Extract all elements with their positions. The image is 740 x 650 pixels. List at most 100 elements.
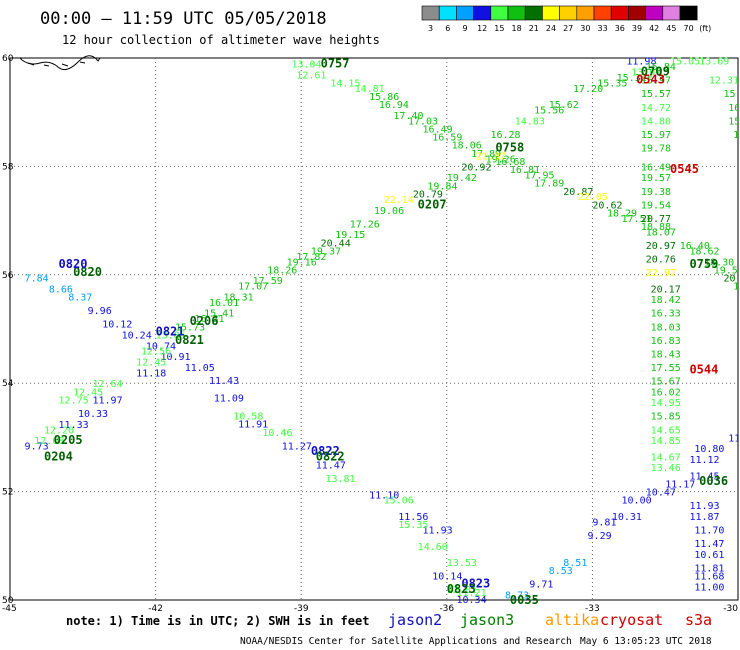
- y-tick-label: 60: [2, 54, 14, 64]
- mission-legend: jason2 jason3 altika cryosat s3a: [388, 611, 712, 629]
- wave-height-label: 10.00: [622, 496, 652, 507]
- wave-height-label: 17.82: [296, 252, 326, 263]
- wave-height-label: 15.35: [398, 520, 428, 531]
- wave-height-label: 15.05: [670, 57, 700, 68]
- chart-title: 00:00 — 11:59 UTC 05/05/2018: [40, 9, 327, 29]
- legend-swatch: [524, 5, 543, 21]
- y-tick-label: 54: [2, 379, 14, 389]
- wave-height-label: 8.66: [49, 284, 73, 295]
- wave-height-label: 19.42: [447, 173, 477, 184]
- wave-height-label: 16.83: [651, 336, 681, 347]
- legend-bin-label: 30: [580, 24, 590, 33]
- wave-height-label: 17.59: [253, 276, 283, 287]
- legend-bin-label: 18: [512, 24, 522, 33]
- legend-bin-label: 70: [684, 24, 694, 33]
- wave-height-label: 8.53: [549, 566, 573, 577]
- wave-height-label: 15.35: [597, 78, 627, 89]
- data-labels: 7.848.668.379.9610.1210.2410.7410.9111.0…: [25, 56, 740, 607]
- wave-height-label: 10.31: [612, 512, 642, 523]
- wave-height-label: 14.65: [651, 425, 681, 436]
- wave-height-label: 16.38: [733, 282, 740, 293]
- wave-height-label: 11.00: [694, 582, 724, 593]
- legend-bin-label: 27: [563, 24, 573, 33]
- wave-height-label: 19.15: [335, 230, 365, 241]
- wave-height-label: 11.93: [689, 501, 719, 512]
- wave-height-label: 13.69: [699, 57, 729, 68]
- pass-time-label: 0823: [461, 577, 490, 591]
- wave-height-label: 10.61: [694, 550, 724, 561]
- wave-height-label: 11.12: [689, 455, 719, 466]
- wave-height-label: 11.05: [185, 363, 215, 374]
- x-tick-label: -30: [723, 604, 738, 614]
- wave-height-label: 15.62: [549, 100, 579, 111]
- pass-time-label: 0035: [510, 593, 539, 607]
- wave-height-label: 20.92: [461, 162, 491, 173]
- wave-height-label: 19.57: [641, 173, 671, 184]
- mission-label-jason3: jason3: [460, 611, 514, 629]
- axis-tick-labels: -45 -42 -39 -36 -33 -30 50 52 54 56 58 60: [2, 54, 738, 614]
- wave-height-label: 11.98: [626, 57, 656, 68]
- wave-height-label: 10.58: [233, 412, 263, 423]
- wave-height-label: 10.24: [122, 330, 152, 341]
- wave-height-label: 20.79: [413, 190, 443, 201]
- pass-time-label: 0821: [156, 325, 185, 339]
- wave-height-label: 11.97: [93, 395, 123, 406]
- wave-height-label: 20.77: [641, 214, 671, 225]
- pass-time-label: 0823: [447, 582, 476, 596]
- wave-height-label: 11.68: [694, 572, 724, 583]
- wave-height-label: 10.74: [146, 341, 176, 352]
- wave-height-label: 10.46: [262, 428, 292, 439]
- wave-height-label: 11.91: [238, 419, 268, 430]
- wave-height-label: 18.43: [651, 349, 681, 360]
- wave-height-label: 17.03: [408, 116, 438, 127]
- pass-time-label: 0758: [495, 140, 524, 154]
- legend-bin-label: 9: [462, 24, 467, 33]
- coastline-fragment: [18, 55, 101, 71]
- wave-height-label: 18.30: [704, 257, 734, 268]
- wave-height-label: 18.42: [651, 295, 681, 306]
- wave-height-label: 19.16: [287, 257, 317, 268]
- wave-height-label: 16.33: [651, 309, 681, 320]
- wave-height-label: 17.89: [534, 179, 564, 190]
- wave-height-label: 15.97: [641, 130, 671, 141]
- legend-swatch: [610, 5, 629, 21]
- wave-height-label: 18.06: [452, 141, 482, 152]
- mission-label-jason2: jason2: [388, 611, 442, 629]
- wave-height-label: 16.31: [194, 314, 224, 325]
- wave-height-label: 16.40: [680, 241, 710, 252]
- wave-height-label: 11.56: [398, 512, 428, 523]
- wave-height-label: 11.51: [728, 433, 740, 444]
- mission-label-s3a: s3a: [685, 611, 712, 629]
- legend-swatch: [576, 5, 595, 21]
- wave-height-label: 13.81: [325, 474, 355, 485]
- wave-height-label: 8.73: [505, 591, 529, 602]
- pass-time-label: 0709: [641, 65, 670, 79]
- wave-height-label: 15.84: [646, 62, 676, 73]
- plot-border: [9, 57, 739, 601]
- wave-height-label: 19.54: [641, 200, 671, 211]
- legend-swatch: [628, 5, 646, 21]
- x-tick-label: -39: [294, 604, 309, 614]
- wave-height-label: 10.14: [432, 572, 462, 583]
- wave-height-label: 19.78: [641, 143, 671, 154]
- wave-height-label: 11.33: [59, 420, 89, 431]
- wave-height-label: 20.62: [592, 200, 622, 211]
- legend-bin-label: 15: [494, 24, 504, 33]
- wave-height-label: 15.56: [534, 105, 564, 116]
- legend-swatch: [438, 5, 457, 21]
- wave-height-label: 15.97: [641, 76, 671, 87]
- pass-time-label: 0204: [44, 449, 73, 463]
- wave-height-label: 18.29: [607, 208, 637, 219]
- wave-height-label: 12.45: [73, 387, 103, 398]
- legend-bin-label: 6: [445, 24, 450, 33]
- wave-height-label: 14.81: [355, 84, 385, 95]
- wave-height-label: 18.62: [689, 246, 719, 257]
- pass-time-label: 0207: [418, 197, 447, 211]
- wave-height-label: 13.46: [651, 463, 681, 474]
- wave-height-label: 13.97: [631, 68, 661, 79]
- legend-swatch: [421, 5, 440, 21]
- legend-bin-label: 42: [649, 24, 659, 33]
- wave-height-label: 20.17: [723, 274, 740, 285]
- wave-height-label: 15.73: [175, 322, 205, 333]
- footer-generated-time: May 6 13:05:23 UTC 2018: [580, 636, 712, 647]
